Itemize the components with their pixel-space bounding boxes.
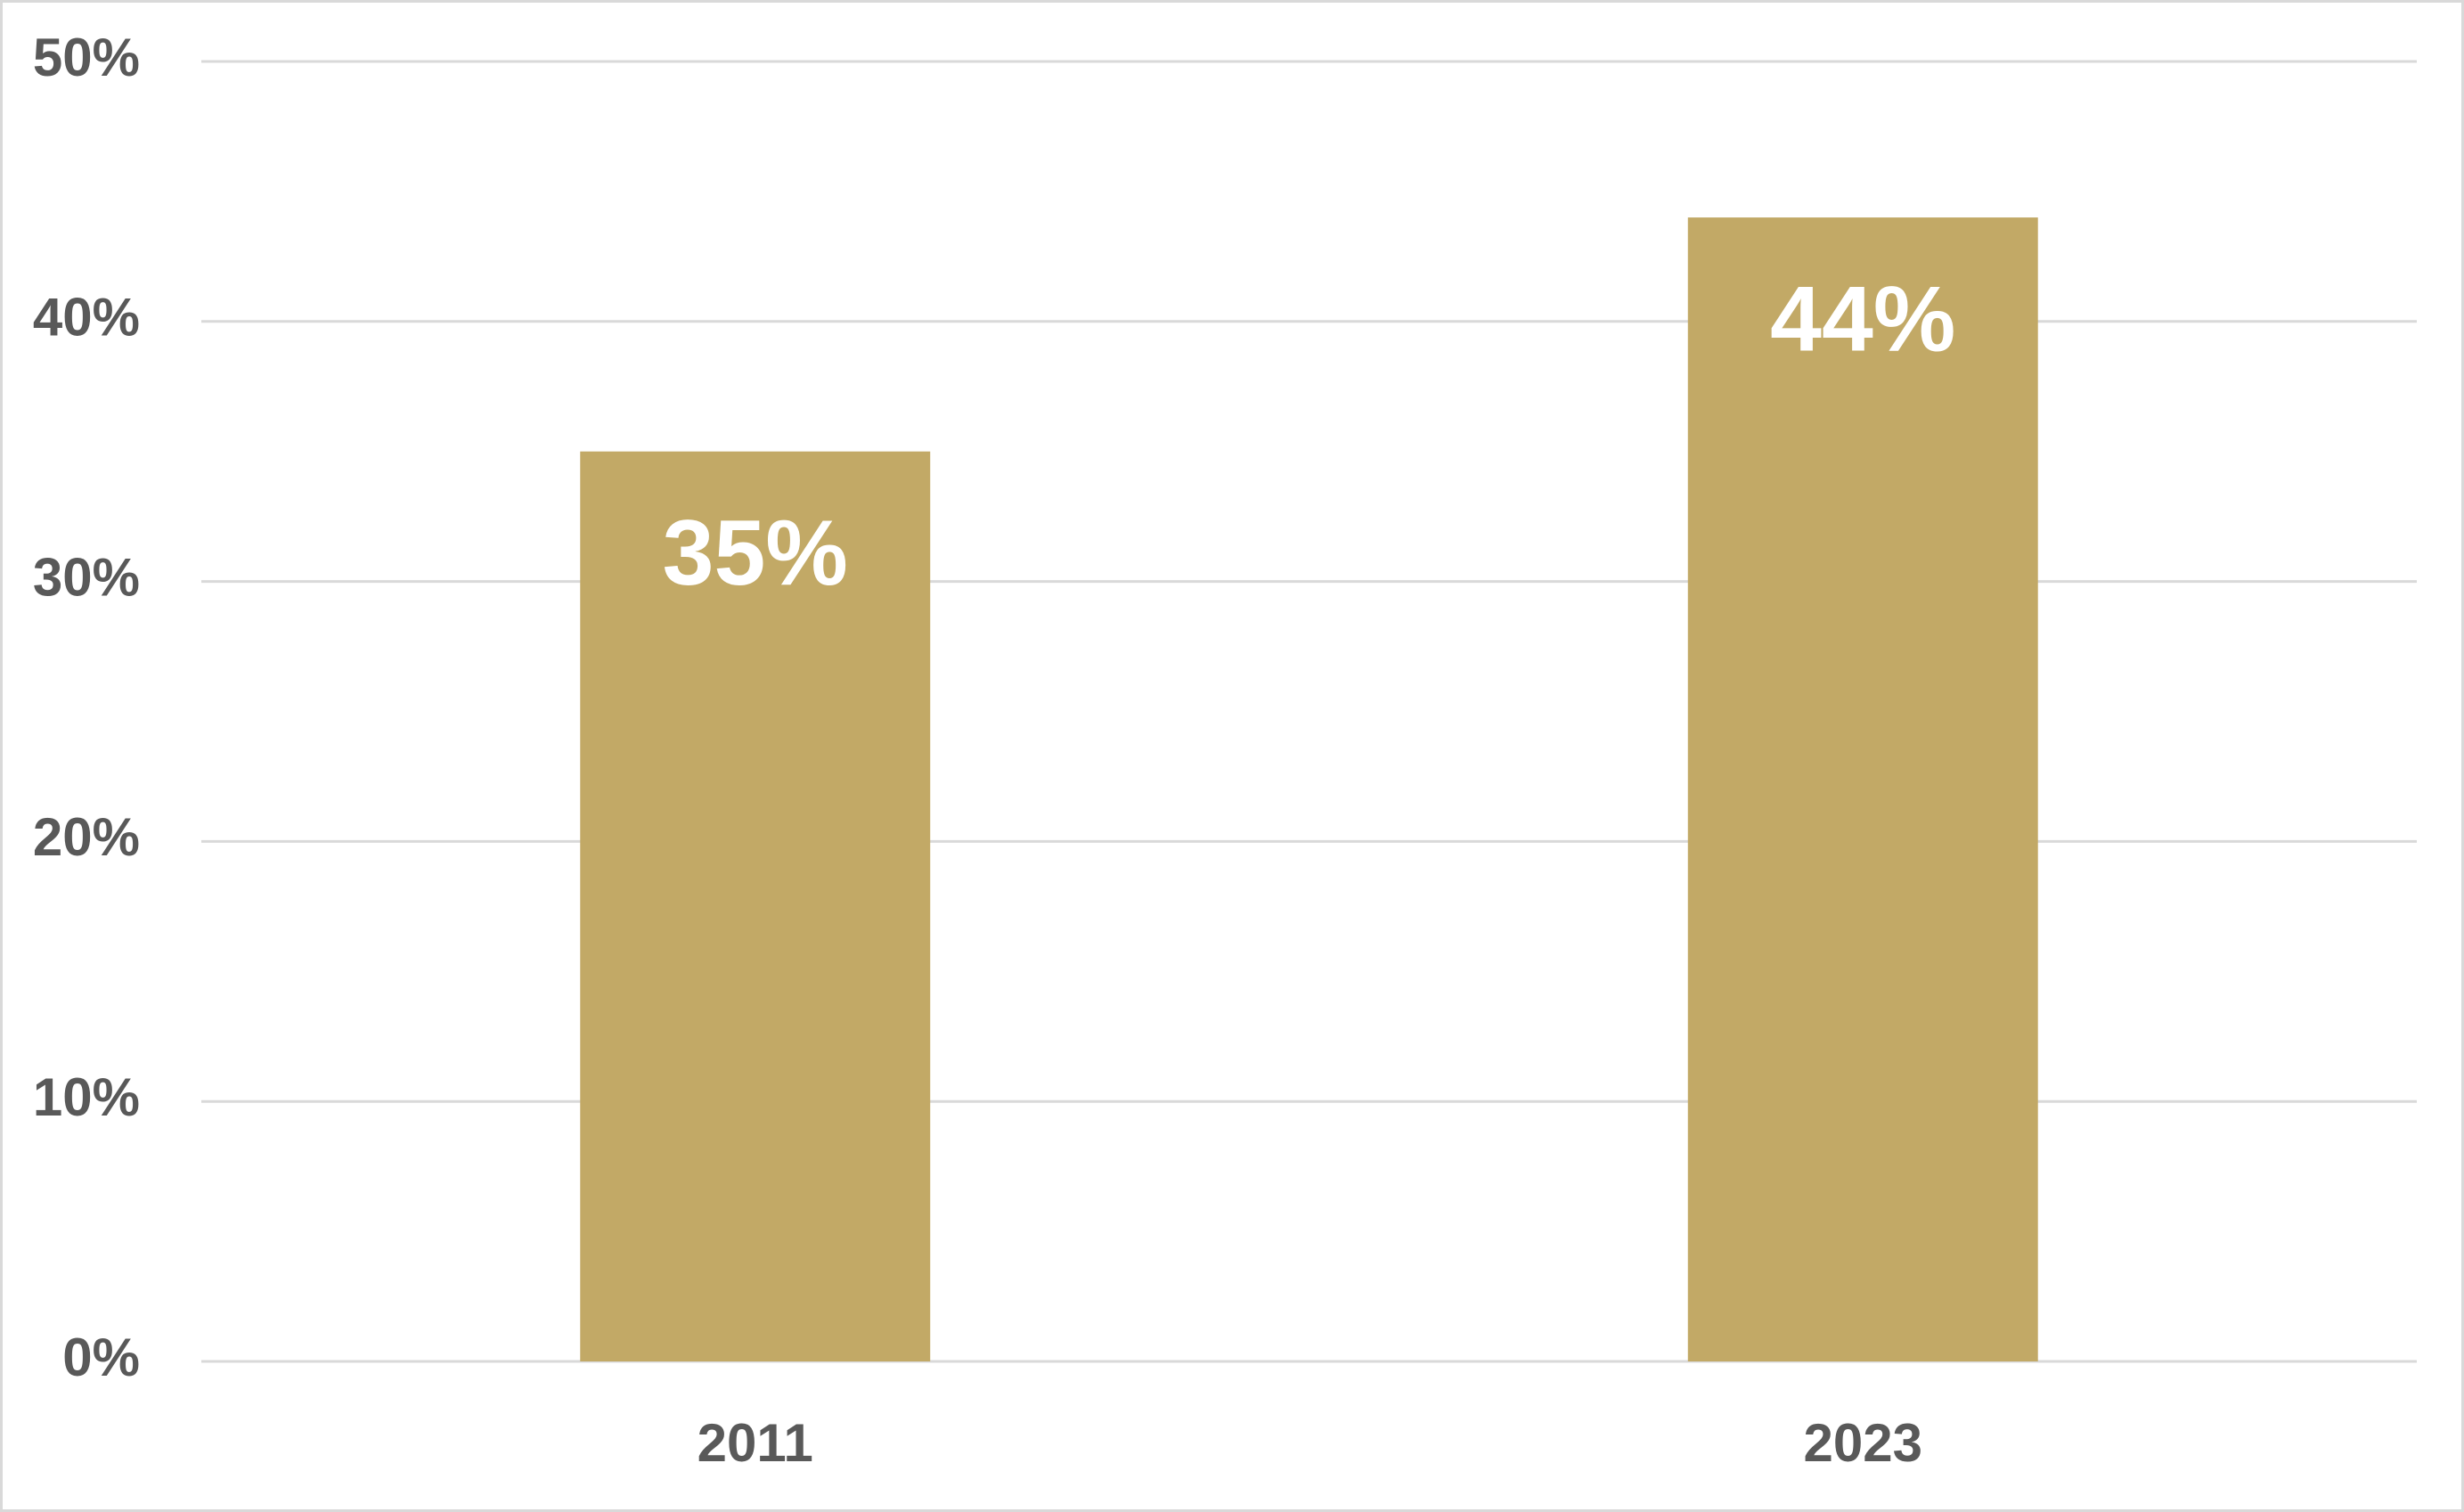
bar (580, 451, 931, 1361)
data-label: 35% (663, 502, 848, 605)
data-label: 44% (1770, 268, 1955, 372)
x-tick-label: 2023 (1804, 1413, 1922, 1473)
y-tick-label: 10% (33, 1067, 140, 1127)
y-tick-label: 50% (33, 28, 140, 87)
bar (1687, 217, 2038, 1362)
y-tick-label: 30% (33, 547, 140, 607)
y-tick-label: 40% (33, 288, 140, 347)
x-tick-label: 2011 (698, 1413, 813, 1473)
y-tick-label: 0% (62, 1328, 140, 1387)
y-tick-label: 20% (33, 807, 140, 867)
